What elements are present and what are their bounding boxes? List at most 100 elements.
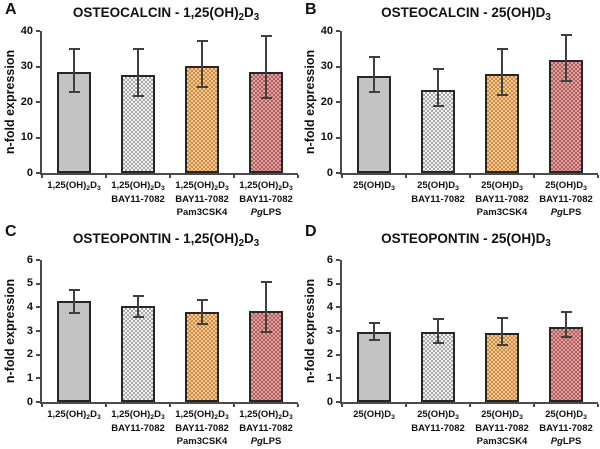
error-bar-cap-bottom <box>132 315 144 318</box>
x-category-label: 1,25(OH)2D3 BAY11-7082 PgLPS <box>229 179 303 220</box>
x-category-label-line: BAY11-7082 <box>111 193 165 205</box>
panel-b: B OSTEOCALCIN - 25(OH)D3 n-fold expressi… <box>300 0 600 222</box>
x-axis-tick <box>169 404 171 407</box>
error-bar-cap-top <box>196 39 208 42</box>
x-category-label-line: 25(OH)D3 <box>353 180 395 192</box>
error-bar-cap-bottom <box>432 341 444 344</box>
error-bar-cap-top <box>260 281 272 284</box>
error-bar-cap-top <box>132 294 144 297</box>
y-axis-tick <box>36 30 40 32</box>
y-axis-tick <box>36 306 40 309</box>
x-axis-tick <box>41 175 43 178</box>
x-category-label: 1,25(OH)2D3 BAY11-7082 Pam3CSK4 <box>165 408 239 449</box>
y-axis-tick-label: 4 <box>326 300 333 313</box>
y-axis-tick-label: 1 <box>26 371 33 384</box>
x-category-label-line: BAY11-7082 <box>175 422 229 434</box>
x-category-label-line: PgLPS <box>550 436 582 447</box>
error-bar-cap-bottom <box>260 97 272 100</box>
x-category-label-line: BAY11-7082 <box>239 193 293 205</box>
panel-letter-c: C <box>5 223 18 240</box>
panel-title-b: OSTEOCALCIN - 25(OH)D3 <box>381 5 551 23</box>
x-axis-tick <box>105 404 107 407</box>
error-bar-line <box>373 322 375 341</box>
error-bar-cap-top <box>560 33 572 36</box>
y-axis-tick-label: 3 <box>26 324 33 337</box>
panel-d: D OSTEOPONTIN - 25(OH)D3 n-fold expressi… <box>300 222 600 447</box>
panel-c: C OSTEOPONTIN - 1,25(OH)2D3 n-fold expre… <box>0 222 300 447</box>
x-category-label-line: BAY11-7082 <box>411 422 465 434</box>
y-axis-tick <box>336 30 340 32</box>
x-category-label-line: 25(OH)D3 <box>353 409 395 421</box>
x-category-label-line: 1,25(OH)2D3 <box>47 180 101 192</box>
y-axis-tick-label: 5 <box>326 277 333 290</box>
x-category-label-line: Pam3CSK4 <box>176 436 228 447</box>
error-bar-line <box>565 34 567 81</box>
x-axis-tick <box>297 175 299 178</box>
error-bar-cap-top <box>196 299 208 302</box>
bar <box>185 312 219 402</box>
error-bar-cap-top <box>368 321 380 324</box>
error-bar-line <box>73 48 75 93</box>
x-category-label-line: BAY11-7082 <box>411 193 465 205</box>
y-axis-tick-label: 20 <box>320 95 333 108</box>
x-axis-tick <box>597 404 599 407</box>
y-axis-tick-label: 3 <box>326 324 333 337</box>
y-axis-tick-label: 0 <box>326 166 333 179</box>
x-category-label-line: PgLPS <box>250 207 282 218</box>
y-axis-tick <box>36 377 40 380</box>
panel-title-d: OSTEOPONTIN - 25(OH)D3 <box>381 231 551 249</box>
plot-area-d: 0 1 2 3 4 5 6 25(OH)D3 25(OH)D3 BAY11-7082 25(OH)D… <box>327 254 599 447</box>
y-axis-tick-label: 6 <box>326 253 333 266</box>
x-axis-tick <box>341 175 343 178</box>
y-axis-tick <box>36 101 40 103</box>
error-bar-cap-bottom <box>368 91 380 94</box>
y-axis-tick <box>336 401 340 403</box>
x-category-label-line: 25(OH)D3 <box>481 409 523 421</box>
y-axis-tick <box>336 136 340 139</box>
x-category-label-line: 25(OH)D3 <box>481 180 523 192</box>
x-category-label: 1,25(OH)2D3 BAY11-7082 <box>101 179 175 206</box>
x-category-label-line: BAY11-7082 <box>239 422 293 434</box>
y-axis-tick <box>336 377 340 380</box>
x-category-label: 1,25(OH)2D3 <box>37 408 111 422</box>
x-axis-tick <box>469 404 471 407</box>
y-axis-tick <box>36 136 40 139</box>
panel-letter-d: D <box>305 223 318 240</box>
y-axis-tick <box>36 65 40 68</box>
error-bar-line <box>501 49 503 95</box>
y-axis-tick <box>336 259 340 261</box>
error-bar-line <box>373 56 375 93</box>
y-axis-tick-label: 2 <box>326 348 333 361</box>
x-category-label-line: 1,25(OH)2D3 <box>239 180 293 192</box>
x-category-label: 25(OH)D3 BAY11-7082 Pam3CSK4 <box>465 408 539 449</box>
y-axis-tick <box>36 353 40 356</box>
y-axis-tick-label: 4 <box>26 300 33 313</box>
y-axis-tick <box>336 101 340 103</box>
x-axis-tick <box>297 404 299 407</box>
y-axis-tick-label: 20 <box>20 95 33 108</box>
error-bar-cap-bottom <box>260 331 272 334</box>
error-bar-line <box>73 289 75 314</box>
x-category-label-line: BAY11-7082 <box>111 422 165 434</box>
y-axis-tick-label: 10 <box>320 131 333 143</box>
x-category-label-line: 1,25(OH)2D3 <box>175 180 229 192</box>
error-bar-line <box>437 319 439 343</box>
x-axis-tick <box>405 175 407 178</box>
y-axis-tick <box>36 172 40 174</box>
panel-letter-b: B <box>305 1 318 18</box>
error-bar-line <box>137 48 139 97</box>
x-category-label-line: 1,25(OH)2D3 <box>111 409 165 421</box>
x-category-label: 25(OH)D3 <box>337 408 411 422</box>
error-bar-line <box>201 40 203 87</box>
x-axis-tick <box>533 175 535 178</box>
x-category-label: 25(OH)D3 BAY11-7082 Pam3CSK4 <box>465 179 539 220</box>
error-bar-cap-bottom <box>496 344 508 347</box>
bar <box>57 301 91 402</box>
error-bar-cap-bottom <box>68 312 80 315</box>
y-axis-tick-label: 2 <box>26 348 33 361</box>
x-category-label-line: BAY11-7082 <box>475 422 529 434</box>
x-category-label: 25(OH)D3 BAY11-7082 PgLPS <box>529 179 600 220</box>
x-category-label-line: Pam3CSK4 <box>476 207 528 218</box>
plot-area-b: 0 10 20 30 40 25(OH)D3 25(OH)D3 BAY11-7082 25(OH… <box>321 25 599 218</box>
